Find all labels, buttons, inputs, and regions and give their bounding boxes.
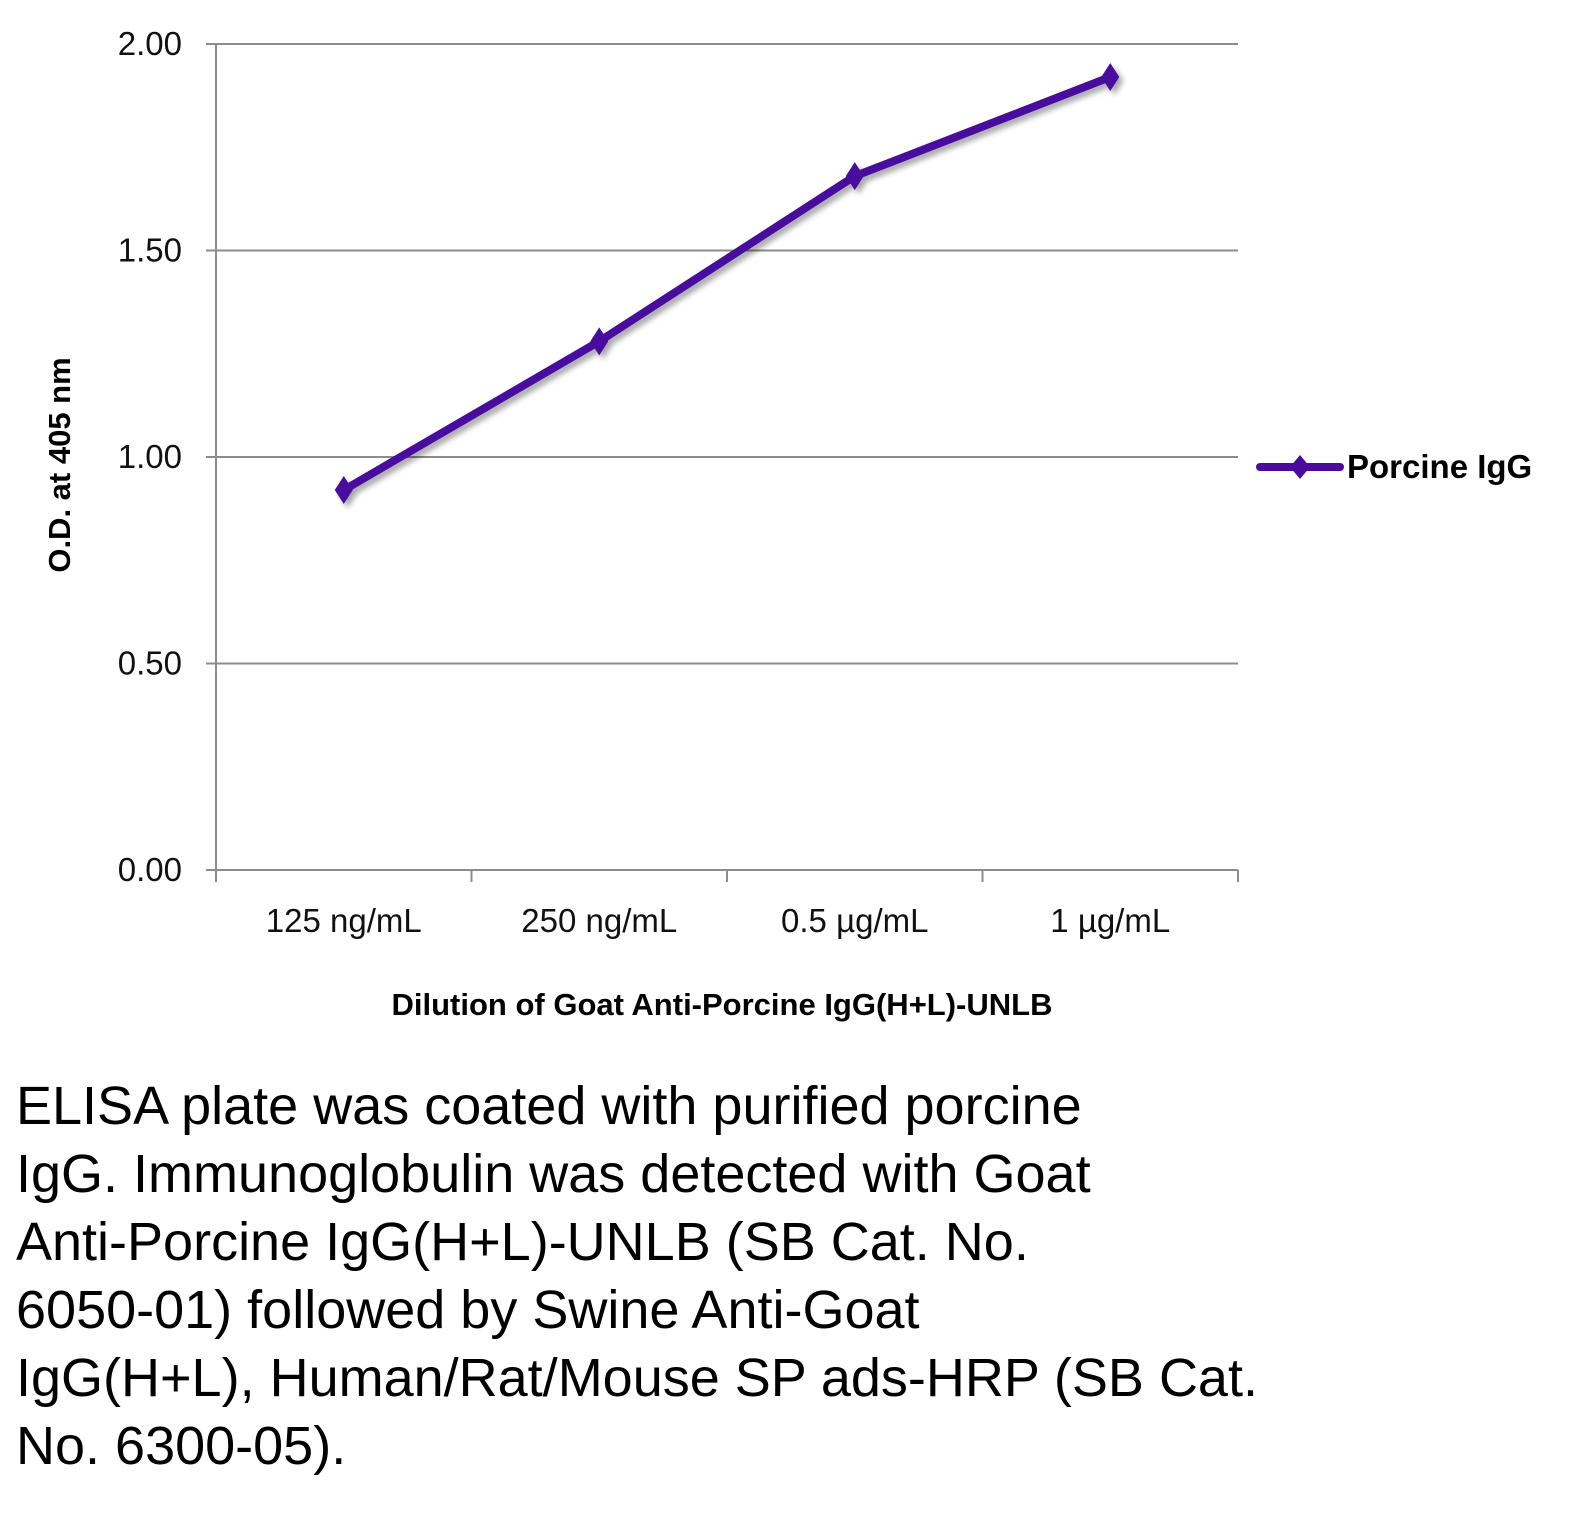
caption-line: ELISA plate was coated with purified por… (16, 1076, 1082, 1136)
legend: Porcine IgG (1256, 448, 1532, 485)
series-line-porcine-igg (341, 73, 1112, 494)
data-point-marker (334, 476, 353, 505)
x-tick-label: 0.5 µg/mL (781, 902, 928, 939)
x-tick-label: 125 ng/mL (266, 902, 422, 939)
caption-line: IgG. Immunoglobulin was detected with Go… (16, 1144, 1091, 1204)
y-tick-label: 0.00 (118, 851, 182, 888)
x-axis-title: Dilution of Goat Anti-Porcine IgG(H+L)-U… (392, 987, 1053, 1022)
data-point-marker (590, 327, 609, 356)
y-tick-label: 2.00 (118, 25, 182, 62)
y-tick-label: 0.50 (118, 645, 182, 682)
x-tick-label: 250 ng/mL (521, 902, 677, 939)
caption-line: Anti-Porcine IgG(H+L)-UNLB (SB Cat. No. (16, 1212, 1029, 1272)
legend-marker-diamond (1290, 455, 1310, 479)
data-point-marker (845, 162, 864, 191)
y-tick-label: 1.00 (118, 438, 182, 475)
y-tick-label: 1.50 (118, 232, 182, 269)
x-tick-label: 1 µg/mL (1050, 902, 1170, 939)
caption-line: IgG(H+L), Human/Rat/Mouse SP ads-HRP (SB… (16, 1348, 1258, 1408)
y-axis-title: O.D. at 405 nm (42, 357, 77, 572)
elisa-line-chart: 0.00 0.50 1.00 1.50 2.00 125 ng/mL 250 ng/mL 0.… (42, 25, 1532, 1022)
data-point-marker (1101, 63, 1120, 92)
caption-line: 6050-01) followed by Swine Anti-Goat (16, 1280, 920, 1340)
caption-line: No. 6300-05). (16, 1416, 347, 1476)
figure-caption: ELISA plate was coated with purified por… (16, 1072, 1258, 1480)
legend-label: Porcine IgG (1347, 448, 1532, 485)
